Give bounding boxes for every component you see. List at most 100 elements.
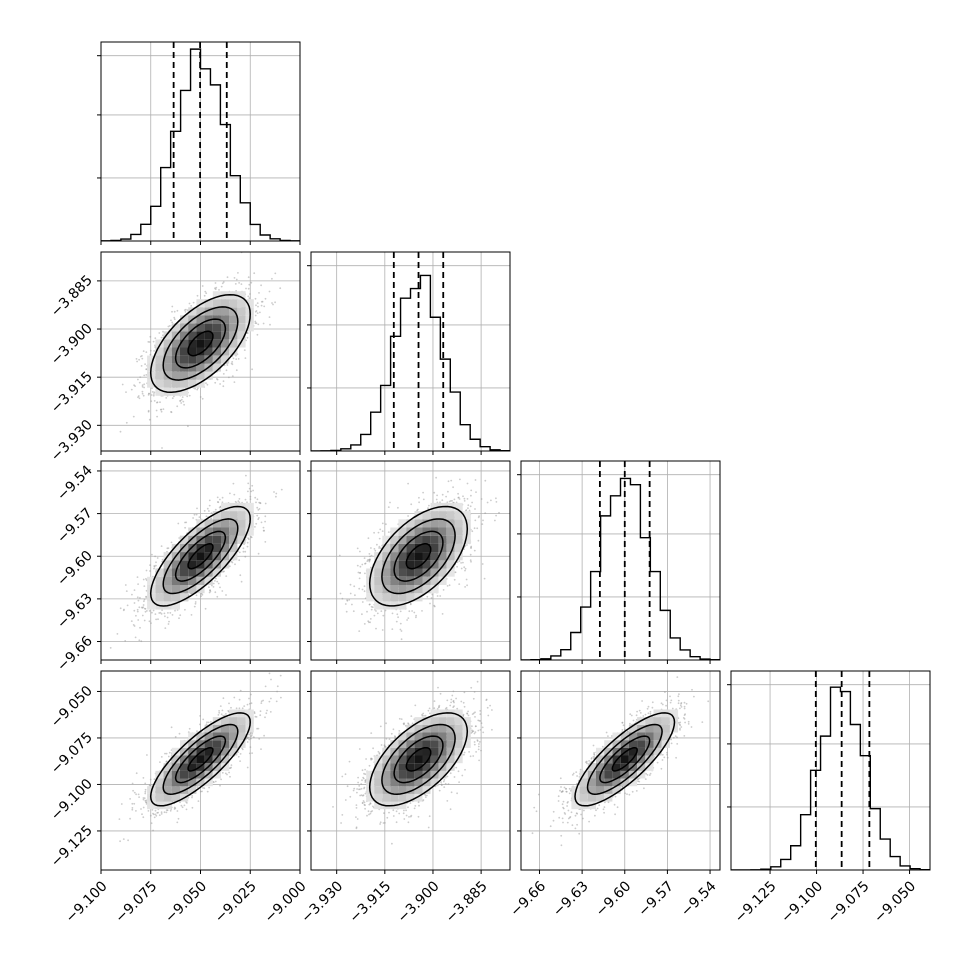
sample-point bbox=[182, 400, 185, 403]
sample-point bbox=[255, 310, 258, 312]
sample-point bbox=[179, 801, 181, 804]
sample-point bbox=[170, 411, 172, 413]
density-cell bbox=[398, 519, 407, 528]
sample-point bbox=[369, 555, 371, 558]
sample-point bbox=[232, 357, 235, 360]
sample-point bbox=[471, 530, 474, 533]
sample-point bbox=[194, 601, 197, 603]
sample-point bbox=[134, 636, 137, 639]
sample-point bbox=[138, 381, 141, 384]
sample-point bbox=[248, 283, 251, 286]
sample-point bbox=[241, 707, 244, 710]
density-cell bbox=[212, 323, 221, 332]
sample-point bbox=[481, 523, 484, 525]
sample-point bbox=[341, 597, 344, 600]
sample-point bbox=[168, 751, 171, 754]
sample-point bbox=[370, 547, 372, 549]
sample-point bbox=[137, 583, 140, 585]
density-cell bbox=[366, 593, 375, 602]
sample-point bbox=[132, 415, 135, 418]
sample-point bbox=[466, 498, 469, 500]
sample-point bbox=[203, 510, 206, 512]
sample-point bbox=[170, 319, 172, 322]
sample-point bbox=[250, 702, 253, 705]
density-cell bbox=[454, 502, 463, 512]
sample-point bbox=[257, 727, 260, 730]
sample-point bbox=[245, 339, 248, 342]
density-cell bbox=[212, 291, 221, 300]
sample-point bbox=[156, 415, 159, 418]
density-cell bbox=[229, 543, 238, 553]
density-cell bbox=[204, 535, 213, 544]
density-cell bbox=[237, 339, 246, 348]
density-cell bbox=[155, 593, 164, 602]
sample-point bbox=[407, 482, 409, 485]
density-cell bbox=[229, 519, 238, 528]
sample-point bbox=[369, 618, 372, 620]
sample-point bbox=[141, 385, 144, 388]
sample-point bbox=[387, 506, 390, 508]
sample-point bbox=[407, 515, 409, 517]
density-cell bbox=[454, 527, 463, 536]
sample-point bbox=[248, 297, 251, 300]
density-cell bbox=[390, 593, 399, 602]
sample-point bbox=[133, 609, 136, 612]
sample-point bbox=[280, 488, 283, 491]
density-cell bbox=[382, 552, 391, 561]
sample-point bbox=[246, 703, 249, 706]
density-cell bbox=[374, 560, 383, 569]
density-cell bbox=[406, 535, 415, 544]
sample-point bbox=[373, 614, 376, 617]
sample-point bbox=[141, 357, 144, 360]
sample-point bbox=[156, 557, 159, 559]
density-cell bbox=[430, 568, 439, 577]
sample-point bbox=[222, 570, 225, 573]
sample-point bbox=[259, 311, 261, 314]
sample-point bbox=[433, 605, 436, 608]
sample-point bbox=[349, 583, 352, 586]
sample-point bbox=[137, 396, 139, 399]
sample-point bbox=[200, 595, 203, 598]
sample-point bbox=[269, 711, 272, 713]
sample-point bbox=[361, 563, 364, 566]
sample-point bbox=[243, 349, 246, 351]
density-cell bbox=[422, 576, 431, 585]
sample-point bbox=[399, 622, 402, 625]
sample-point bbox=[359, 571, 361, 574]
sample-point bbox=[153, 350, 156, 352]
sample-point bbox=[453, 498, 456, 501]
sample-point bbox=[279, 287, 282, 290]
density-cell bbox=[204, 307, 213, 316]
sample-point bbox=[228, 376, 230, 379]
sample-point bbox=[235, 358, 238, 360]
density-cell bbox=[221, 299, 230, 308]
sample-point bbox=[410, 503, 413, 506]
sample-point bbox=[456, 561, 459, 563]
density-cell bbox=[212, 568, 221, 577]
sample-point bbox=[204, 290, 207, 293]
contour-1 bbox=[174, 318, 227, 369]
sample-point bbox=[190, 305, 193, 307]
sample-point bbox=[195, 594, 198, 597]
sample-point bbox=[470, 489, 473, 492]
sample-point bbox=[225, 575, 228, 577]
density-cell bbox=[188, 585, 197, 594]
sample-point bbox=[155, 814, 158, 817]
sample-point bbox=[216, 378, 219, 381]
density-cell bbox=[204, 315, 213, 324]
density-cell bbox=[414, 576, 423, 585]
sample-point bbox=[264, 502, 267, 505]
sample-point bbox=[202, 787, 204, 789]
density-cell bbox=[382, 560, 391, 569]
sample-point bbox=[138, 397, 141, 400]
sample-point bbox=[250, 281, 253, 284]
density-cell bbox=[204, 560, 213, 569]
sample-point bbox=[249, 293, 251, 295]
sample-point bbox=[143, 383, 146, 386]
sample-point bbox=[212, 582, 215, 585]
sample-point bbox=[352, 610, 355, 613]
sample-point bbox=[482, 519, 484, 522]
sample-point bbox=[431, 593, 434, 596]
sample-point bbox=[226, 773, 228, 776]
